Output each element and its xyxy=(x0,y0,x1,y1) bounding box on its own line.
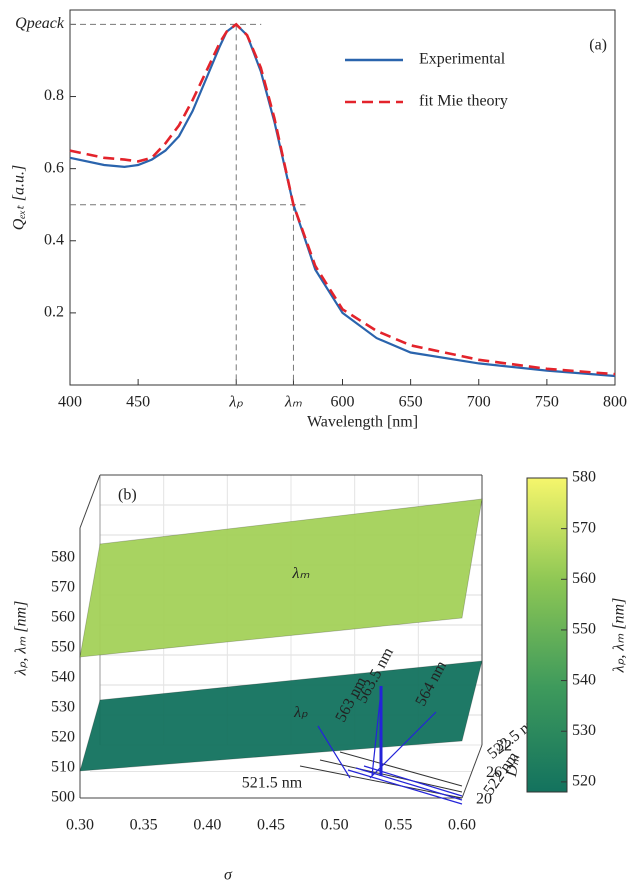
z-tick-label: 550 xyxy=(51,639,75,656)
z-tick-label: 500 xyxy=(51,789,75,806)
annotation: 521.5 nm xyxy=(242,775,303,792)
z-tick-label: 530 xyxy=(51,699,75,716)
x-tick-label: 0.40 xyxy=(193,817,221,834)
colorbar-tick-label: 550 xyxy=(572,621,596,638)
colorbar-tick-label: 520 xyxy=(572,773,596,790)
panel-label: (b) xyxy=(118,487,137,504)
x-tick-label: 800 xyxy=(603,394,627,411)
y-tick-label: 26 xyxy=(486,764,502,781)
z-tick-label: 580 xyxy=(51,549,75,566)
y-axis-label: Qₑₓₜ [a.u.] xyxy=(11,165,28,230)
surface xyxy=(79,660,483,772)
y-tick-label: 32 xyxy=(496,738,512,755)
z-tick-label: 510 xyxy=(51,759,75,776)
panel-label: (a) xyxy=(589,37,607,54)
surface-label: λₚ xyxy=(293,704,308,721)
surface xyxy=(79,498,483,658)
x-tick-label: 0.55 xyxy=(384,817,412,834)
colorbar-tick-label: 580 xyxy=(572,469,596,486)
legend-label: Experimental xyxy=(419,51,506,68)
x-axis-label: σ xyxy=(224,867,233,884)
x-tick-label: 600 xyxy=(331,394,355,411)
x-tick-label: 700 xyxy=(467,394,491,411)
x-tick-label: 0.30 xyxy=(66,817,94,834)
legend-label: fit Mie theory xyxy=(419,93,508,110)
plot-frame xyxy=(69,9,616,386)
z-axis-label: λₚ, λₘ [nm] xyxy=(13,601,30,677)
y-tick-label: 0.2 xyxy=(44,304,64,321)
colorbar xyxy=(526,477,568,793)
y-tick-label: 0.4 xyxy=(44,231,64,248)
x-tick-label: 0.35 xyxy=(130,817,158,834)
y-axis xyxy=(461,744,483,799)
box-edge xyxy=(79,474,101,529)
y-tick-label: 0.6 xyxy=(44,159,64,176)
y-tick-label: 0.8 xyxy=(44,87,64,104)
x-tick-label: λₚ xyxy=(228,394,243,411)
z-tick-label: 540 xyxy=(51,669,75,686)
x-tick-label: 450 xyxy=(126,394,150,411)
x-tick-label: 0.60 xyxy=(448,817,476,834)
contour-lines xyxy=(299,751,463,799)
x-tick-label: 0.50 xyxy=(321,817,349,834)
y-tick-label: Qpeack xyxy=(15,15,65,32)
y-axis-label: Dₘ xyxy=(503,754,524,779)
series-line xyxy=(69,22,616,378)
x-tick-label: 400 xyxy=(58,394,82,411)
z-tick-label: 560 xyxy=(51,609,75,626)
x-tick-label: 0.45 xyxy=(257,817,285,834)
x-axis-label: Wavelength [nm] xyxy=(307,414,418,431)
surface-label: λₘ xyxy=(292,565,310,582)
series-line xyxy=(69,22,616,376)
colorbar-tick-label: 540 xyxy=(572,671,596,688)
colorbar-tick-label: 560 xyxy=(572,570,596,587)
z-tick-label: 570 xyxy=(51,579,75,596)
colorbar-label: λₚ, λₘ [nm] xyxy=(611,598,628,674)
y-tick-label: 20 xyxy=(476,791,492,808)
colorbar-tick-label: 530 xyxy=(572,722,596,739)
x-tick-label: 650 xyxy=(399,394,423,411)
z-tick-label: 520 xyxy=(51,729,75,746)
x-tick-label: 750 xyxy=(535,394,559,411)
x-tick-label: λₘ xyxy=(284,394,302,411)
colorbar-tick-label: 570 xyxy=(572,519,596,536)
